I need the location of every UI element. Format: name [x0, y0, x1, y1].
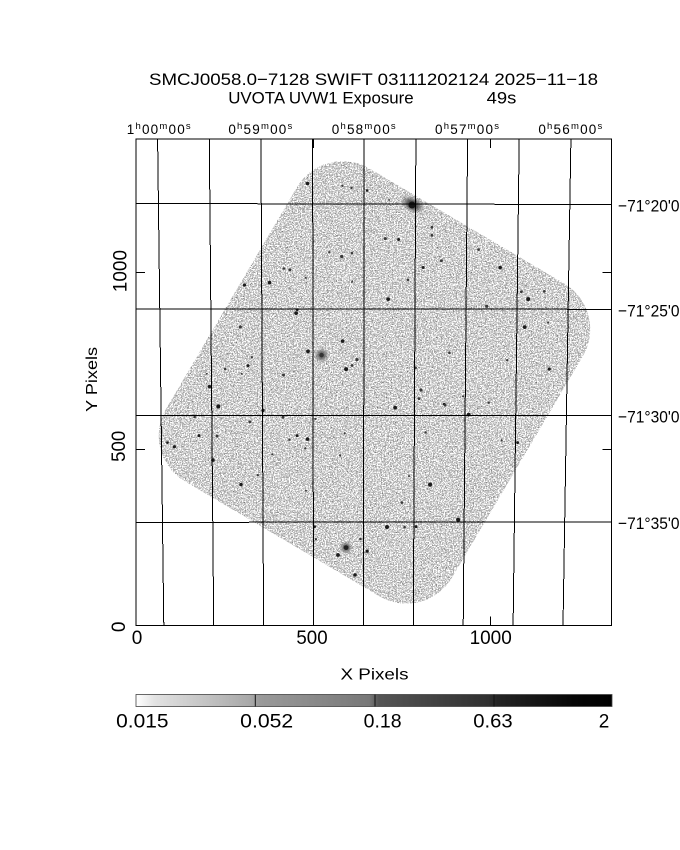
svg-text:0h59m00s: 0h59m00s [228, 121, 293, 137]
svg-text:X Pixels: X Pixels [341, 667, 409, 684]
svg-text:500: 500 [296, 628, 327, 649]
svg-text:−71°35'0: −71°35'0 [618, 514, 680, 533]
svg-text:0h56m00s: 0h56m00s [538, 121, 603, 137]
svg-text:−71°20'0: −71°20'0 [618, 197, 680, 216]
svg-text:49s: 49s [487, 88, 517, 107]
svg-text:UVOTA UVW1 Exposure: UVOTA UVW1 Exposure [228, 88, 414, 107]
svg-text:0.63: 0.63 [473, 712, 512, 733]
svg-text:0.18: 0.18 [364, 712, 402, 733]
svg-text:0h58m00s: 0h58m00s [332, 121, 397, 137]
svg-text:0.052: 0.052 [240, 712, 293, 733]
svg-text:−71°30'0: −71°30'0 [618, 408, 680, 427]
svg-text:1h00m00s: 1h00m00s [127, 121, 192, 137]
svg-text:2: 2 [599, 712, 610, 733]
svg-text:500: 500 [109, 431, 130, 462]
svg-text:SMCJ0058.0−7128 SWIFT 03111202: SMCJ0058.0−7128 SWIFT 03111202124 2025−1… [149, 70, 598, 89]
svg-text:0.015: 0.015 [116, 712, 168, 733]
svg-text:Y Pixels: Y Pixels [84, 347, 101, 412]
svg-text:0: 0 [109, 622, 130, 633]
svg-text:0h57m00s: 0h57m00s [435, 121, 500, 137]
svg-text:1000: 1000 [110, 250, 131, 292]
svg-text:0: 0 [132, 628, 143, 649]
svg-text:−71°25'0: −71°25'0 [618, 301, 680, 320]
svg-text:1000: 1000 [470, 628, 512, 649]
